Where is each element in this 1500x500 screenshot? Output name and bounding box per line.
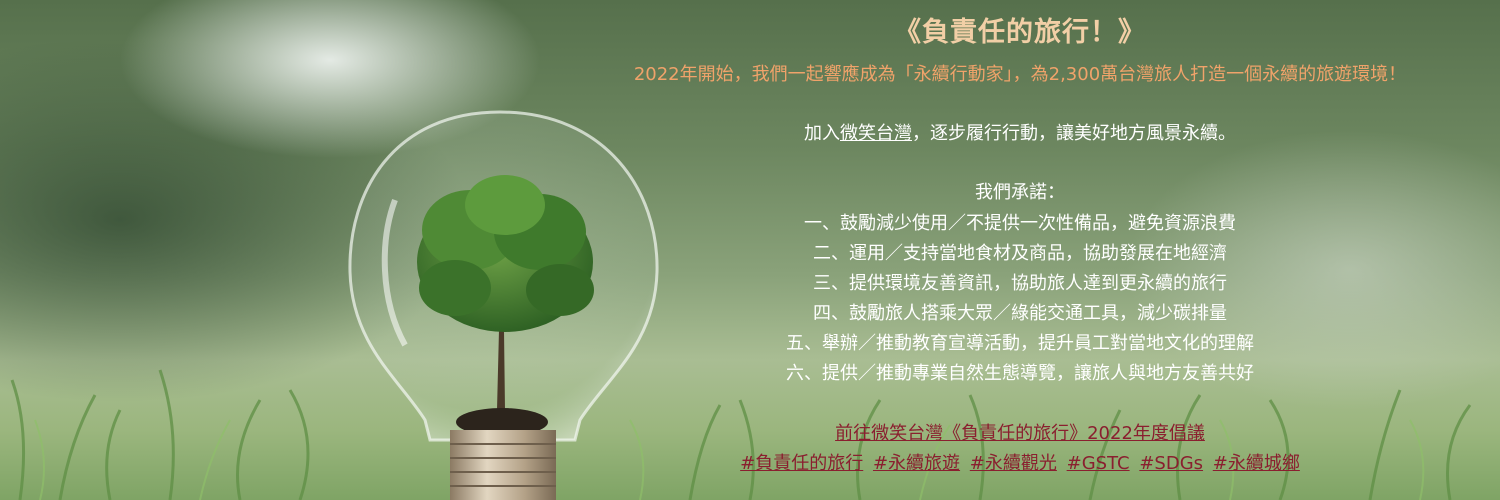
promise-item: 三、提供環境友善資訊，協助旅人達到更永續的旅行 bbox=[813, 273, 1227, 294]
smile-taiwan-link[interactable]: 微笑台灣 bbox=[840, 123, 912, 144]
join-text: 加入微笑台灣，逐步履行行動，讓美好地方風景永續。 bbox=[520, 119, 1500, 145]
hashtag-link[interactable]: #永續旅遊 bbox=[872, 453, 961, 474]
hashtag-row: #負責任的旅行 #永續旅遊 #永續觀光 #GSTC #SDGs #永續城鄉 bbox=[520, 449, 1500, 475]
promise-item: 六、提供／推動專業自然生態導覽，讓旅人與地方友善共好 bbox=[786, 363, 1254, 384]
page-title: 《負責任的旅行！》 bbox=[894, 17, 1146, 48]
intro-text: 2022年開始，我們一起響應成為「永續行動家」，為2,300萬台灣旅人打造一個永… bbox=[633, 64, 1407, 85]
promise-list: 一、鼓勵減少使用／不提供一次性備品，避免資源浪費 二、運用／支持當地食材及商品，… bbox=[520, 209, 1500, 389]
hashtag-link[interactable]: #永續觀光 bbox=[969, 453, 1057, 474]
promise-heading: 我們承諾： bbox=[975, 182, 1065, 203]
initiative-link-row: 前往微笑台灣《負責任的旅行》2022年度倡議 bbox=[520, 419, 1500, 445]
hashtag-link[interactable]: #永續城鄉 bbox=[1212, 453, 1300, 474]
initiative-link[interactable]: 前往微笑台灣《負責任的旅行》2022年度倡議 bbox=[835, 423, 1205, 444]
promise-item: 五、舉辦／推動教育宣導活動，提升員工對當地文化的理解 bbox=[786, 333, 1254, 354]
promise-item: 四、鼓勵旅人搭乘大眾／綠能交通工具，減少碳排量 bbox=[813, 303, 1227, 324]
promise-item: 二、運用／支持當地食材及商品，協助發展在地經濟 bbox=[813, 243, 1227, 264]
hashtag-link[interactable]: #SDGs bbox=[1139, 453, 1204, 474]
promise-item: 一、鼓勵減少使用／不提供一次性備品，避免資源浪費 bbox=[804, 213, 1236, 234]
hashtag-link[interactable]: #GSTC bbox=[1066, 453, 1130, 474]
join-suffix: ，逐步履行行動，讓美好地方風景永續。 bbox=[912, 123, 1236, 144]
hashtag-link[interactable]: #負責任的旅行 bbox=[740, 453, 864, 474]
join-prefix: 加入 bbox=[804, 123, 840, 144]
